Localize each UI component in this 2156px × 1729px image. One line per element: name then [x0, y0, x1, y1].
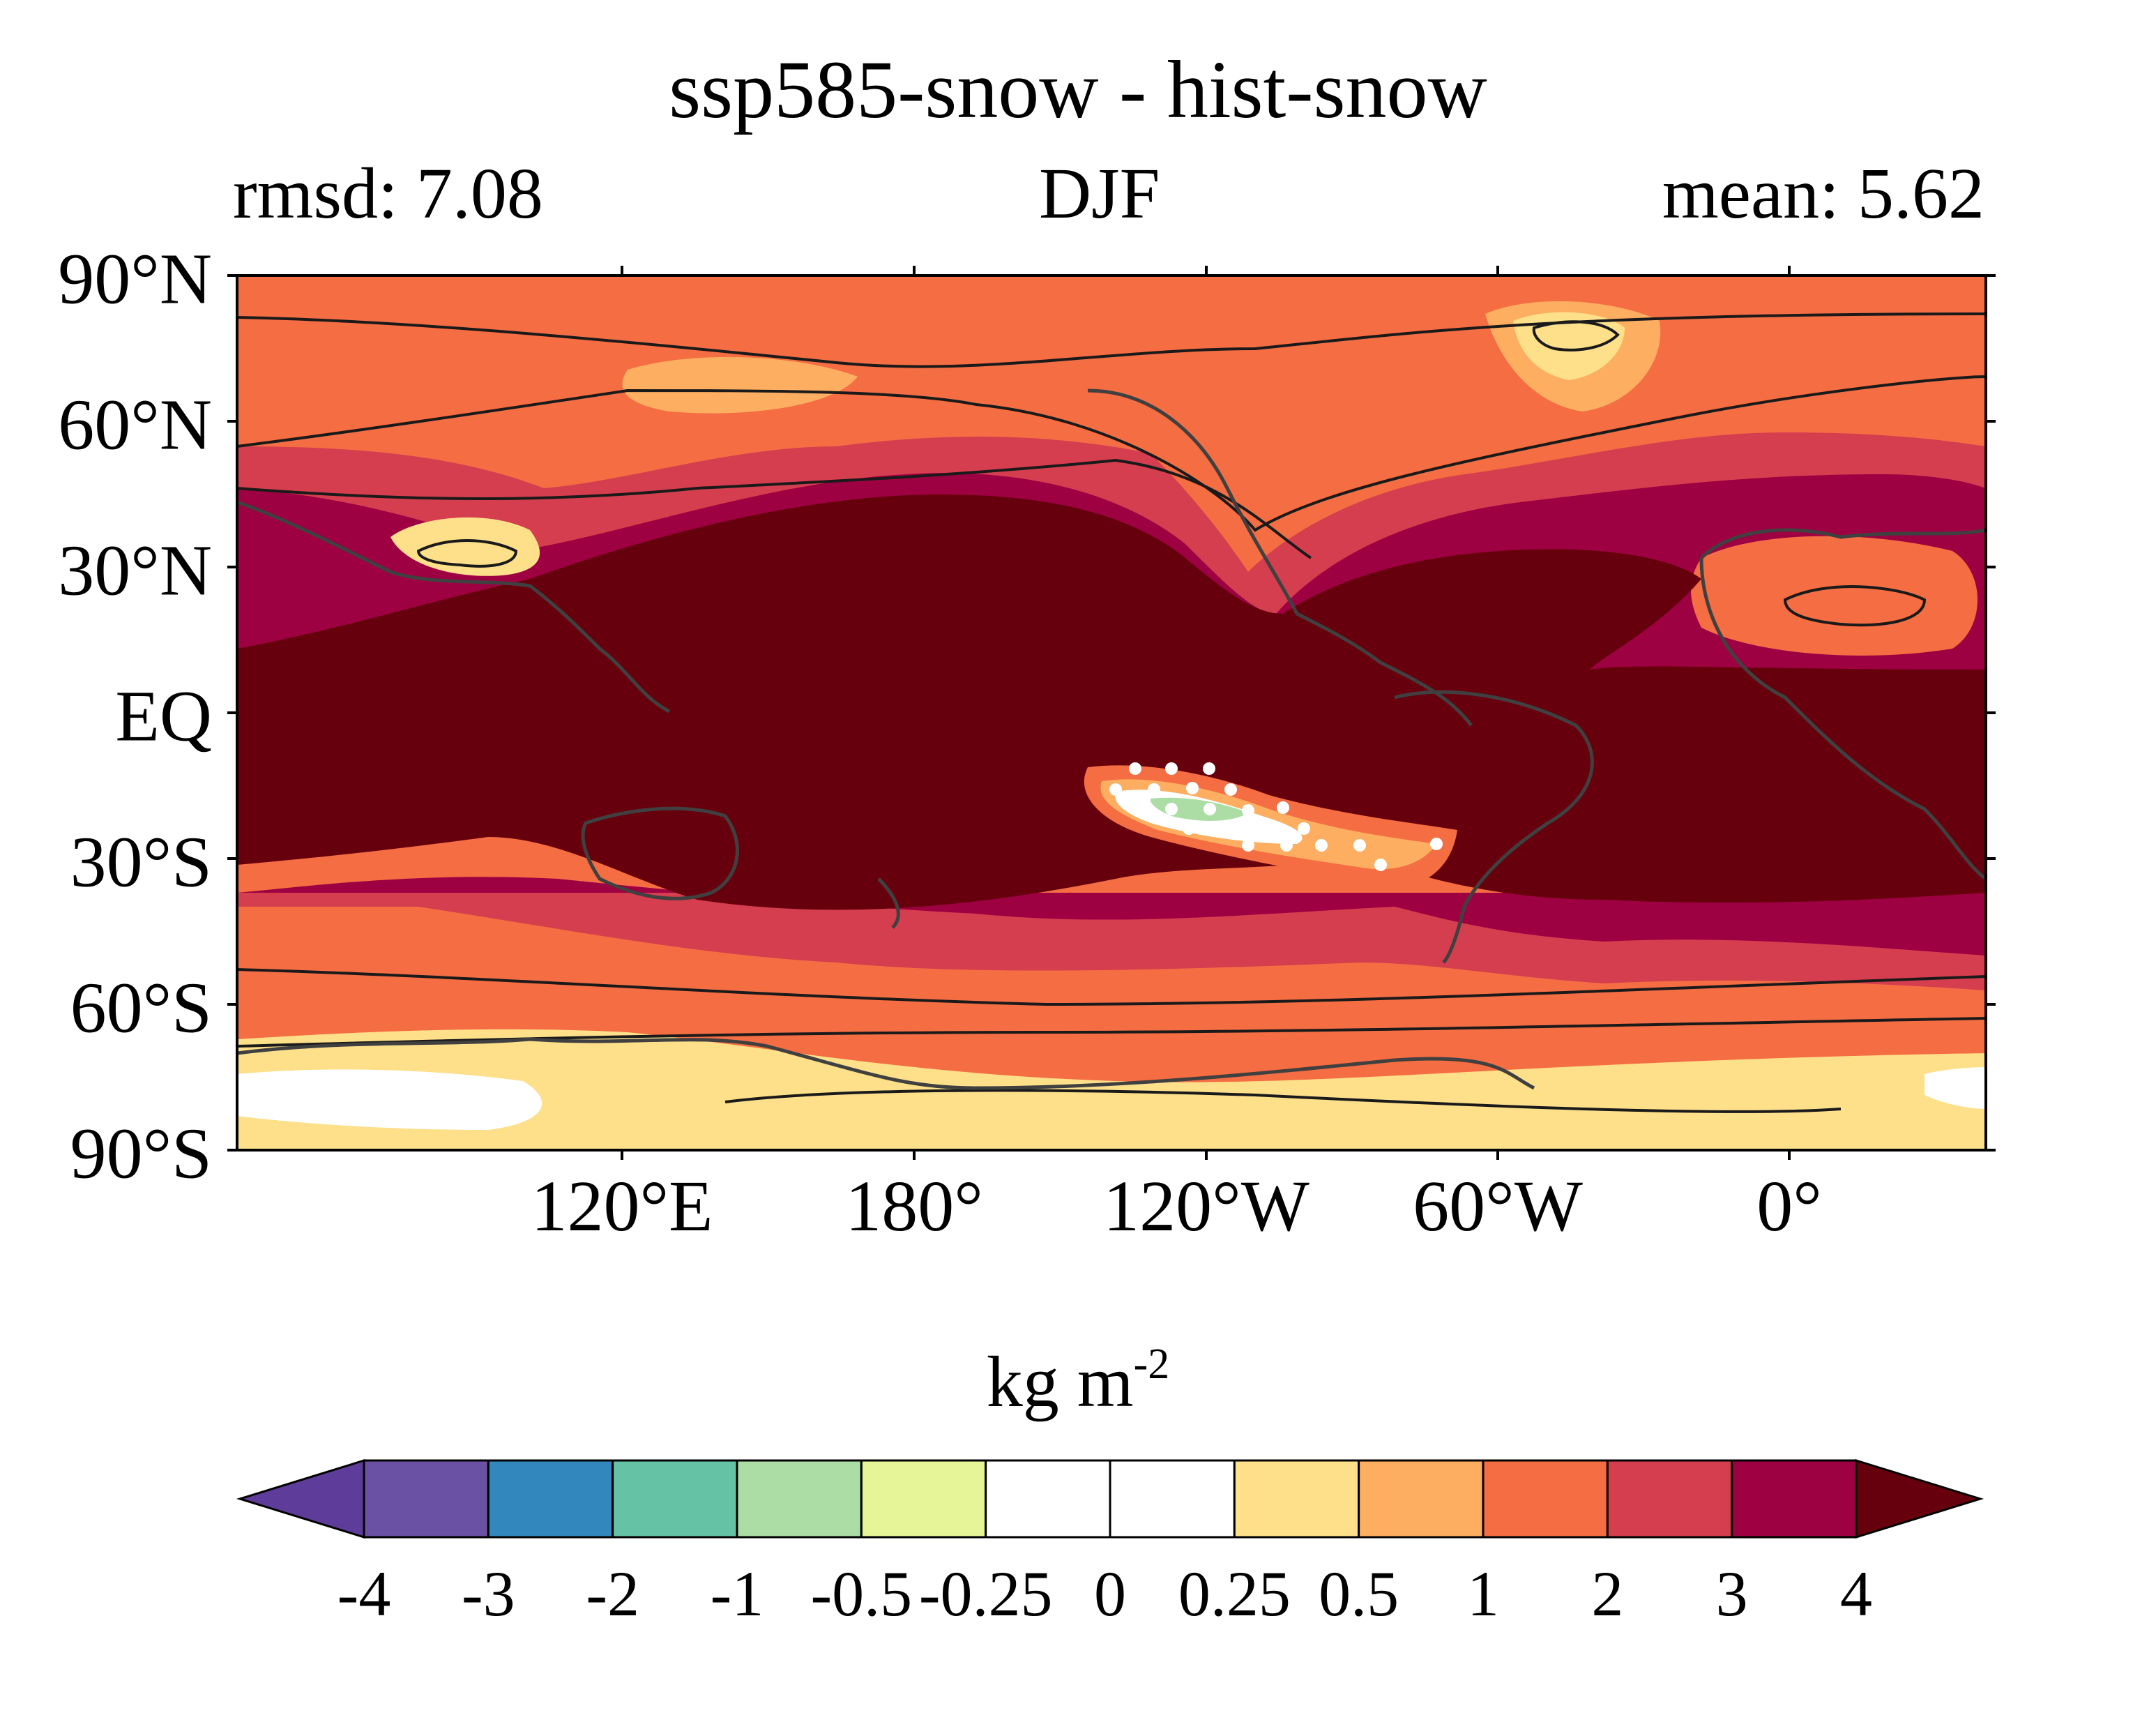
field-antarctica-white-west — [237, 1069, 542, 1130]
mean-label: mean: 5.62 — [1662, 153, 1984, 234]
lat-label-90n: 90°N — [58, 239, 212, 319]
colorbar-tick-label: 4 — [1840, 1558, 1872, 1629]
lon-label-60w: 60°W — [1413, 1166, 1583, 1246]
colorbar-unit: kg m-2 — [0, 1343, 2156, 1419]
colorbar-segment — [1109, 1459, 1236, 1539]
field-tropics — [237, 494, 1986, 910]
season-label: DJF — [1039, 153, 1160, 234]
field-patch-tibet — [390, 517, 540, 576]
lon-label-120w: 120°W — [1103, 1166, 1309, 1246]
lat-label-60n: 60°N — [58, 384, 212, 465]
field-antarctica-white-east — [1925, 1067, 1986, 1109]
lat-label-30n: 30°N — [58, 530, 212, 611]
lon-label-180: 180° — [845, 1166, 983, 1246]
colorbar-segment — [1606, 1459, 1733, 1539]
colorbar-segment — [487, 1459, 614, 1539]
colorbar-segment — [1233, 1459, 1360, 1539]
lat-label-eq: EQ — [115, 676, 212, 757]
colorbar-segment — [985, 1459, 1111, 1539]
colorbar-unit-exponent: -2 — [1133, 1341, 1170, 1388]
colorbar-segment — [1731, 1459, 1858, 1539]
field-patch-siberia — [622, 356, 858, 414]
colorbar-tick-label: 0 — [1094, 1558, 1126, 1629]
coastlines — [237, 388, 1986, 1090]
lon-label-0: 0° — [1756, 1166, 1822, 1246]
colorbar-segment — [860, 1459, 987, 1539]
colorbar-tick-label: 0.25 — [1178, 1558, 1291, 1629]
colorbar-segment — [612, 1459, 738, 1539]
colorbar-tick-label: -4 — [337, 1558, 391, 1629]
colorbar-tick-label: -1 — [710, 1558, 764, 1629]
lat-label-60s: 60°S — [70, 967, 212, 1048]
colorbar — [236, 1458, 1984, 1539]
map-field — [237, 275, 1986, 1150]
map-title: ssp585-snow - hist-snow — [669, 44, 1487, 135]
field-sepac-green — [1150, 797, 1248, 821]
colorbar-tick-label: 0.5 — [1319, 1558, 1399, 1629]
colorbar-segment — [1358, 1459, 1485, 1539]
field-antarctica — [237, 1029, 1986, 1150]
colorbar-segment — [736, 1459, 863, 1539]
colorbar-tick-label: -2 — [586, 1558, 639, 1629]
colorbar-tick-label: 3 — [1715, 1558, 1748, 1629]
field-patch-sahara — [1691, 536, 1977, 656]
lat-label-90s: 90°S — [70, 1113, 212, 1194]
colorbar-tick-label: 2 — [1591, 1558, 1624, 1629]
colorbar-tick-label: 1 — [1467, 1558, 1499, 1629]
colorbar-tick-label: -0.5 — [810, 1558, 913, 1629]
lon-ticks — [621, 266, 1791, 1160]
colorbar-segment — [363, 1459, 489, 1539]
lon-label-120e: 120°E — [531, 1166, 713, 1246]
contour-lines — [237, 312, 1986, 1113]
colorbar-extend-min — [236, 1458, 365, 1539]
field-patch-greenland-inner — [1513, 312, 1625, 380]
colorbar-segment — [1482, 1459, 1609, 1539]
colorbar-unit-base: kg m — [986, 1342, 1134, 1422]
colorbar-tick-label: -0.25 — [918, 1558, 1053, 1629]
colorbar-extend-max — [1855, 1458, 1984, 1539]
lat-label-30s: 30°S — [70, 822, 212, 903]
lat-ticks — [227, 274, 1996, 1152]
rmsd-label: rmsd: 7.08 — [233, 153, 543, 234]
significance-stippling — [1109, 762, 1443, 871]
colorbar-tick-label: -3 — [462, 1558, 515, 1629]
